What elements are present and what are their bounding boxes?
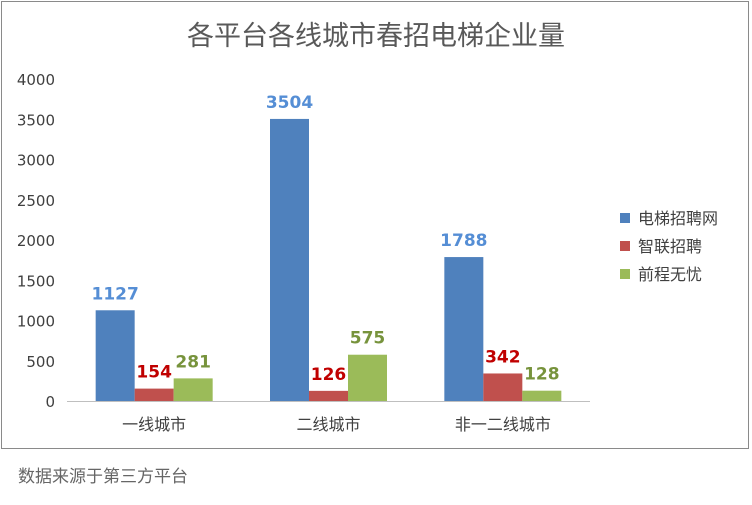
bar <box>444 257 484 401</box>
legend-swatch <box>620 213 630 223</box>
source-note: 数据来源于第三方平台 <box>18 467 188 487</box>
bar <box>483 373 523 401</box>
legend-label: 电梯招聘网 <box>638 209 718 228</box>
y-tick-label: 1500 <box>17 272 55 290</box>
x-tick-label: 一线城市 <box>122 415 186 434</box>
bar <box>309 390 348 401</box>
legend-label: 智联招聘 <box>638 237 702 256</box>
y-tick-label: 3500 <box>17 111 55 129</box>
data-label: 126 <box>311 365 347 385</box>
bars: 1127 3504 1788 154 126 342 281 575 128 <box>92 93 562 401</box>
data-label: 1788 <box>440 231 487 251</box>
x-tick-label: 非一二线城市 <box>455 415 551 434</box>
y-tick-label: 4000 <box>17 71 55 89</box>
y-tick-label: 0 <box>45 393 55 411</box>
legend-swatch <box>620 269 630 279</box>
x-axis: 一线城市 二线城市 非一二线城市 <box>67 401 590 434</box>
data-label: 3504 <box>266 93 313 113</box>
bar <box>270 118 309 401</box>
legend-label: 前程无忧 <box>638 265 702 284</box>
bar <box>173 378 213 401</box>
bar <box>348 354 387 401</box>
legend-swatch <box>620 241 630 251</box>
y-tick-label: 2000 <box>17 232 55 250</box>
bar <box>134 388 174 401</box>
data-label: 128 <box>524 365 560 385</box>
y-tick-label: 500 <box>26 353 55 371</box>
data-label: 575 <box>350 329 386 349</box>
chart-title: 各平台各线城市春招电梯企业量 <box>187 21 565 52</box>
y-tick-label: 1000 <box>17 313 55 331</box>
y-tick-label: 3000 <box>17 152 55 170</box>
x-tick-label: 二线城市 <box>296 415 360 434</box>
data-label: 281 <box>175 352 211 372</box>
y-tick-label: 2500 <box>17 192 55 210</box>
bar-chart: 各平台各线城市春招电梯企业量 0 500 1000 1500 2000 2500 3000 3… <box>17 21 718 434</box>
bar <box>522 390 562 401</box>
data-label: 342 <box>485 347 521 367</box>
data-label: 1127 <box>92 284 139 304</box>
bar <box>95 310 135 401</box>
y-axis: 0 500 1000 1500 2000 2500 3000 3500 4000 <box>17 71 55 411</box>
data-label: 154 <box>136 363 172 383</box>
